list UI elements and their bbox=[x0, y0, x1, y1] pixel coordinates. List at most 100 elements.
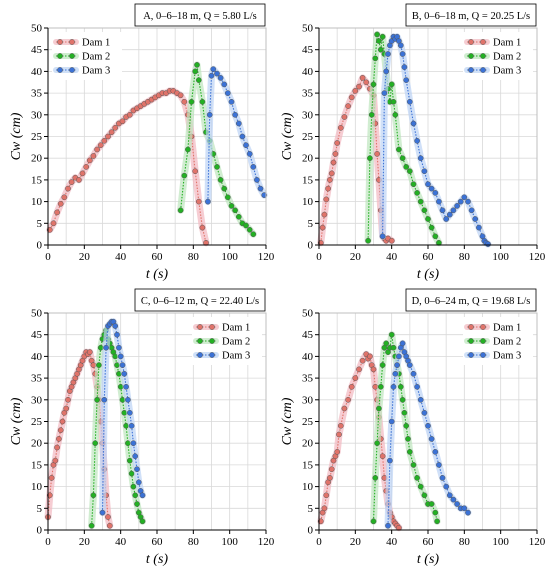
y-tick-label: 5 bbox=[308, 218, 314, 230]
data-point-dam-2 bbox=[397, 383, 404, 390]
data-point-dam-3 bbox=[228, 98, 235, 105]
panel-title-box bbox=[134, 288, 266, 312]
data-point-dam-3 bbox=[443, 483, 450, 490]
data-point-dam-3 bbox=[116, 344, 122, 351]
data-point-dam-3 bbox=[392, 370, 399, 377]
legend-label: Dam 1 bbox=[493, 323, 521, 334]
legend-label: Dam 3 bbox=[222, 351, 250, 362]
panel-c: 0 20 40 60 80 100 120 0 5 10 15 20 25 30 35 40 45 50 t (s)… bbox=[9, 288, 275, 567]
legend-swatch-marker bbox=[209, 338, 215, 344]
data-point-dam-3 bbox=[421, 168, 428, 175]
y-tick-label: 0 bbox=[37, 240, 43, 252]
data-point-dam-2 bbox=[94, 396, 100, 403]
data-point-dam-1 bbox=[105, 133, 111, 140]
x-tick-label: 60 bbox=[423, 251, 435, 263]
panel-title-box bbox=[134, 3, 266, 27]
x-tick-label: 0 bbox=[316, 251, 322, 263]
y-tick-label: 40 bbox=[302, 351, 314, 363]
legend-label: Dam 1 bbox=[493, 38, 521, 49]
x-tick-label: 100 bbox=[221, 536, 238, 548]
x-tick-label: 80 bbox=[188, 251, 200, 263]
series-line-dam-2 bbox=[372, 334, 438, 522]
data-point-dam-1 bbox=[54, 444, 60, 451]
series-line-dam-2 bbox=[367, 34, 440, 244]
data-point-dam-2 bbox=[434, 518, 440, 525]
legend-swatch-marker bbox=[197, 352, 203, 358]
x-tick-label: 20 bbox=[79, 536, 91, 548]
data-point-dam-2 bbox=[377, 383, 384, 390]
data-point-dam-2 bbox=[134, 501, 140, 507]
data-point-dam-2 bbox=[396, 146, 402, 153]
data-point-dam-2 bbox=[90, 492, 97, 499]
data-point-dam-1 bbox=[61, 194, 68, 201]
data-point-dam-3 bbox=[103, 344, 109, 351]
y-tick-label: 5 bbox=[37, 503, 43, 515]
legend-swatch-marker bbox=[209, 324, 215, 330]
data-point-dam-3 bbox=[239, 133, 246, 140]
data-point-dam-3 bbox=[126, 409, 133, 416]
data-point-dam-2 bbox=[410, 181, 417, 188]
data-point-dam-2 bbox=[243, 222, 249, 229]
data-point-dam-3 bbox=[425, 422, 431, 429]
data-point-dam-2 bbox=[126, 457, 133, 464]
data-point-dam-1 bbox=[48, 475, 55, 481]
data-point-dam-2 bbox=[235, 213, 242, 220]
legend-swatch-marker bbox=[468, 324, 474, 330]
data-point-dam-1 bbox=[94, 146, 100, 153]
data-point-dam-3 bbox=[390, 383, 397, 390]
data-point-dam-3 bbox=[135, 479, 142, 486]
data-point-dam-2 bbox=[139, 518, 146, 525]
y-tick-label: 45 bbox=[31, 44, 43, 56]
data-point-dam-1 bbox=[195, 198, 202, 205]
data-point-dam-1 bbox=[177, 92, 184, 99]
data-point-dam-2 bbox=[383, 340, 390, 347]
data-point-dam-3 bbox=[401, 64, 408, 70]
panel-b: 0 20 40 60 80 100 120 0 5 10 15 20 25 30 35 40 45 50 t (s)… bbox=[280, 3, 546, 282]
x-axis-title: t (s) bbox=[146, 552, 169, 567]
x-tick-label: 80 bbox=[459, 251, 471, 263]
data-point-dam-2 bbox=[97, 344, 104, 351]
x-tick-label: 120 bbox=[529, 536, 546, 548]
data-point-dam-2 bbox=[221, 185, 228, 192]
legend-swatch-marker bbox=[480, 338, 486, 344]
legend-label: Dam 1 bbox=[222, 323, 250, 334]
data-point-dam-2 bbox=[224, 194, 231, 201]
data-point-dam-2 bbox=[177, 207, 184, 214]
data-point-dam-3 bbox=[139, 492, 146, 499]
data-point-dam-2 bbox=[246, 226, 253, 233]
data-point-dam-2 bbox=[425, 216, 431, 222]
data-point-dam-2 bbox=[421, 207, 428, 214]
data-point-dam-3 bbox=[454, 501, 460, 507]
legend-swatch-marker bbox=[197, 324, 203, 330]
y-tick-label: 30 bbox=[302, 394, 314, 406]
legend-swatch-marker bbox=[480, 324, 486, 330]
data-point-dam-3 bbox=[243, 142, 249, 149]
data-point-dam-3 bbox=[443, 216, 450, 222]
data-point-dam-1 bbox=[76, 177, 82, 183]
data-point-dam-2 bbox=[414, 190, 420, 196]
data-point-dam-3 bbox=[210, 66, 217, 73]
data-point-dam-1 bbox=[327, 177, 333, 183]
y-tick-label: 10 bbox=[302, 481, 314, 493]
data-point-dam-2 bbox=[88, 522, 95, 529]
panel-title: C, 0–6–12 m, Q = 22.40 L/s bbox=[141, 296, 259, 307]
legend-label: Dam 3 bbox=[493, 351, 521, 362]
y-tick-label: 40 bbox=[302, 66, 314, 78]
x-tick-label: 0 bbox=[45, 251, 51, 263]
data-point-dam-1 bbox=[341, 405, 348, 412]
data-point-dam-2 bbox=[403, 164, 410, 170]
x-axis-title: t (s) bbox=[417, 552, 440, 567]
y-tick-label: 25 bbox=[31, 416, 43, 428]
legend-label: Dam 2 bbox=[493, 52, 521, 63]
data-point-dam-3 bbox=[399, 340, 406, 347]
data-point-dam-3 bbox=[396, 353, 402, 360]
x-tick-label: 120 bbox=[258, 251, 275, 263]
y-tick-label: 25 bbox=[31, 131, 43, 143]
data-point-dam-3 bbox=[112, 323, 119, 329]
data-point-dam-2 bbox=[379, 33, 386, 40]
data-point-dam-1 bbox=[56, 436, 62, 442]
data-point-dam-3 bbox=[454, 203, 460, 209]
data-point-dam-2 bbox=[188, 98, 195, 105]
data-point-dam-1 bbox=[334, 140, 341, 146]
data-point-dam-2 bbox=[392, 111, 399, 118]
